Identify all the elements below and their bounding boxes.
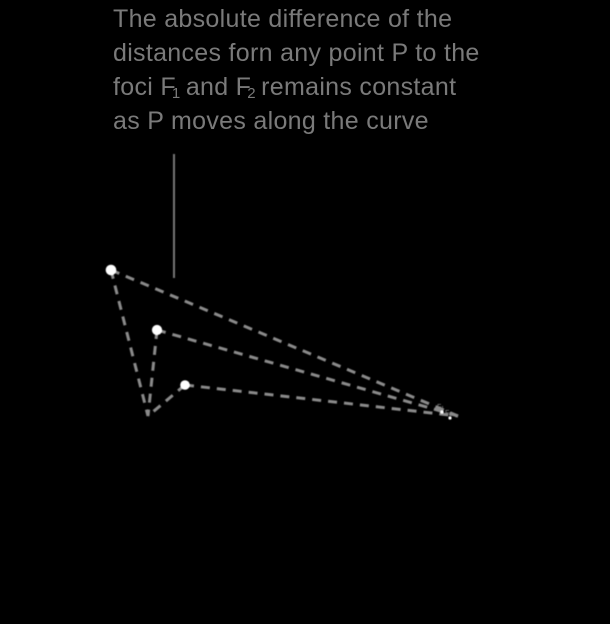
svg-text:F1: F1 (437, 404, 444, 412)
svg-text:F2: F2 (445, 410, 452, 418)
